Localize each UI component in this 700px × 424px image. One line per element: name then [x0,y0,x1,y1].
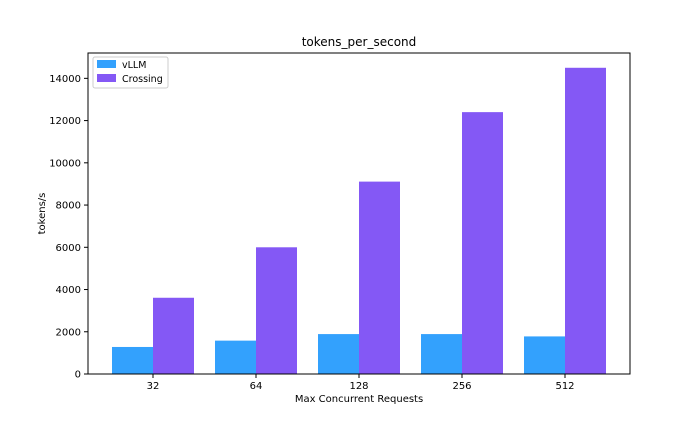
bar-vllm-64 [215,340,256,374]
y-tick-label-2000: 2000 [56,327,81,338]
bar-crossing-512 [565,67,606,374]
legend-swatch-crossing [97,74,116,82]
y-tick-label-8000: 8000 [56,201,81,212]
bar-crossing-64 [256,247,297,374]
y-axis-label: tokens/s [37,193,48,235]
legend: vLLM Crossing [92,56,169,89]
bar-crossing-128 [359,181,400,374]
chart-title: tokens_per_second [302,35,417,49]
y-tick-label-14000: 14000 [49,74,81,85]
bar-crossing-32 [153,297,194,374]
x-axis-label: Max Concurrent Requests [295,394,423,405]
legend-label-vllm: vLLM [122,60,146,71]
x-tick-label-64: 64 [250,381,263,392]
x-tick-label-256: 256 [452,381,471,392]
bar-vllm-32 [112,346,153,374]
x-tick-label-32: 32 [147,381,160,392]
plot-frame [87,52,631,375]
axes: 32 64 128 256 512 0 2000 4000 6000 8000 10000 12000… [49,74,574,392]
y-tick-label-0: 0 [75,370,81,381]
bar-vllm-512 [524,336,565,374]
bar-vllm-256 [421,334,462,374]
legend-swatch-vllm [97,60,116,68]
y-tick-label-6000: 6000 [56,243,81,254]
y-tick-label-10000: 10000 [49,158,81,169]
x-tick-label-512: 512 [555,381,574,392]
y-tick-label-12000: 12000 [49,116,81,127]
plot-marks [112,67,606,374]
bar-vllm-128 [318,334,359,374]
bar-crossing-256 [462,112,503,374]
y-tick-label-4000: 4000 [56,285,81,296]
x-tick-label-128: 128 [349,381,368,392]
legend-label-crossing: Crossing [122,74,163,85]
